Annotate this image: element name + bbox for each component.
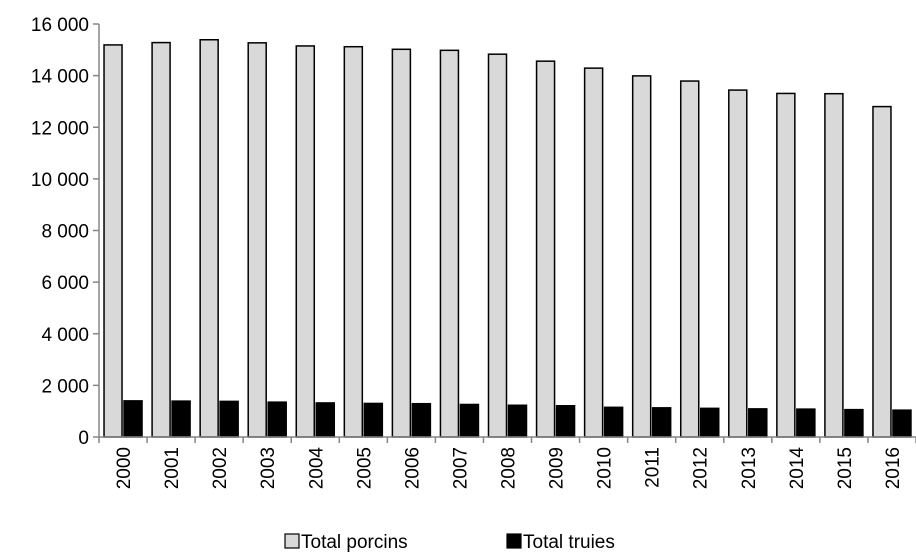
bar-total-porcins-2008 bbox=[487, 53, 508, 438]
x-tick-label: 2009 bbox=[547, 447, 568, 489]
y-tick-label: 2 000 bbox=[41, 376, 89, 397]
y-tick-label: 4 000 bbox=[41, 325, 89, 346]
x-tick-label: 2012 bbox=[691, 447, 712, 489]
bar-total-porcins-2000 bbox=[103, 44, 123, 438]
x-tick-label: 2002 bbox=[210, 447, 231, 489]
bar-total-porcins-2009 bbox=[535, 60, 556, 438]
axes-layer: 0 2 000 4 000 6 000 8 000 10 000 12 000 14 000 1… bbox=[31, 15, 916, 489]
bar-total-truies-2010 bbox=[603, 406, 624, 438]
bar-total-porcins-2007 bbox=[439, 49, 460, 438]
bar-total-truies-2004 bbox=[315, 402, 336, 438]
bar-total-porcins-2014 bbox=[776, 92, 796, 438]
bar-total-porcins-2005 bbox=[343, 45, 364, 438]
bar-total-truies-2007 bbox=[459, 403, 480, 438]
x-tick-label: 2007 bbox=[450, 447, 471, 489]
legend-swatch-total-truies bbox=[506, 533, 522, 549]
bar-total-truies-2009 bbox=[555, 405, 576, 438]
x-tick-label: 2003 bbox=[258, 447, 279, 489]
bar-total-truies-2008 bbox=[507, 404, 528, 438]
x-tick-label: 2005 bbox=[354, 447, 375, 489]
bar-total-truies-2013 bbox=[748, 408, 768, 438]
bar-total-truies-2015 bbox=[844, 408, 864, 438]
bar-total-porcins-2016 bbox=[872, 105, 892, 438]
y-tick-label: 0 bbox=[78, 428, 89, 449]
bar-total-porcins-2010 bbox=[583, 67, 604, 438]
bar-total-porcins-2003 bbox=[247, 42, 267, 438]
bar-total-porcins-2012 bbox=[679, 80, 700, 438]
y-tick-label: 14 000 bbox=[31, 67, 89, 88]
bar-total-porcins-2006 bbox=[391, 48, 412, 438]
bar-total-porcins-2013 bbox=[728, 89, 748, 438]
y-tick-label: 6 000 bbox=[41, 273, 89, 294]
bar-total-truies-2000 bbox=[123, 400, 143, 438]
x-tick-label: 2015 bbox=[835, 447, 856, 489]
x-tick-label: 2004 bbox=[306, 447, 327, 490]
legend-label-total-porcins: Total porcins bbox=[301, 532, 408, 553]
bar-total-truies-2001 bbox=[171, 400, 191, 438]
bar-total-porcins-2015 bbox=[824, 92, 844, 438]
x-tick-label: 2001 bbox=[162, 447, 183, 489]
bar-total-porcins-2002 bbox=[199, 38, 219, 438]
y-tick-label: 16 000 bbox=[31, 15, 89, 36]
bars-layer bbox=[103, 38, 912, 438]
bar-total-truies-2006 bbox=[411, 402, 432, 438]
bar-total-truies-2016 bbox=[892, 409, 912, 438]
legend: Total porcins Total truies bbox=[284, 532, 615, 553]
x-tick-label: 2010 bbox=[595, 447, 616, 489]
x-tick-label: 2014 bbox=[787, 447, 808, 490]
bar-total-porcins-2004 bbox=[295, 45, 316, 438]
legend-swatch-total-porcins bbox=[284, 533, 300, 549]
bar-total-porcins-2001 bbox=[151, 41, 171, 438]
y-tick-label: 12 000 bbox=[31, 118, 89, 139]
y-tick-label: 10 000 bbox=[31, 170, 89, 191]
bar-total-truies-2002 bbox=[219, 400, 239, 438]
bar-total-porcins-2011 bbox=[631, 75, 652, 438]
bar-total-truies-2003 bbox=[267, 401, 287, 438]
x-tick-label: 2013 bbox=[739, 447, 760, 489]
legend-label-total-truies: Total truies bbox=[523, 532, 615, 553]
y-tick-label: 8 000 bbox=[41, 222, 89, 243]
x-tick-label: 2016 bbox=[883, 447, 904, 489]
x-tick-label: 2006 bbox=[402, 447, 423, 489]
bar-total-truies-2014 bbox=[796, 408, 816, 438]
x-tick-label: 2000 bbox=[114, 447, 135, 489]
x-tick-label: 2008 bbox=[499, 447, 520, 489]
bar-total-truies-2011 bbox=[651, 407, 672, 438]
bar-total-truies-2005 bbox=[363, 402, 384, 438]
x-tick-label: 2011 bbox=[643, 447, 664, 488]
bar-total-truies-2012 bbox=[699, 407, 720, 438]
